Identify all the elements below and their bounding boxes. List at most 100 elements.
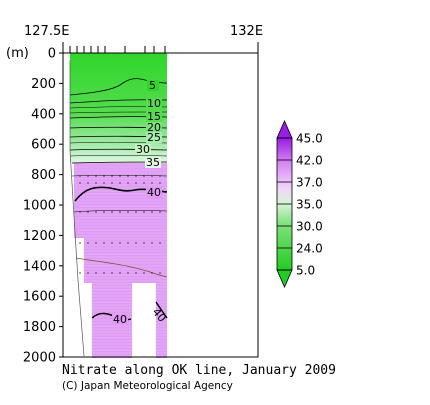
colorbar-label: 5.0 bbox=[296, 264, 315, 278]
sample-dot bbox=[151, 175, 153, 177]
colorbar-top-arrow bbox=[276, 120, 293, 139]
sample-dot bbox=[103, 272, 105, 274]
sample-dot bbox=[95, 175, 97, 177]
sample-dot bbox=[143, 182, 145, 184]
y-axis: 0 200 400 600 800 1000 1200 1400 1600 1800 2000 bbox=[23, 47, 63, 366]
contour-label-25: 25 bbox=[147, 131, 161, 144]
credit-line: (C) Japan Meteorological Agency bbox=[62, 380, 233, 392]
y-tick-label-0: 0 bbox=[48, 47, 56, 62]
sample-dot bbox=[119, 211, 121, 213]
sample-dot bbox=[143, 242, 145, 244]
contour-line-30 bbox=[69, 148, 168, 151]
sample-dot bbox=[87, 272, 89, 274]
sample-dot bbox=[135, 175, 137, 177]
sample-dot bbox=[87, 182, 89, 184]
colorbar-label: 45.0 bbox=[296, 132, 323, 146]
chart-title: Nitrate along OK line, January 2009 bbox=[62, 363, 336, 378]
sample-dot bbox=[119, 182, 121, 184]
y-tick-label-200: 200 bbox=[31, 77, 56, 92]
sample-dot bbox=[127, 211, 129, 213]
sample-dot bbox=[159, 242, 161, 244]
sample-dot bbox=[127, 272, 129, 274]
missing-data-gap bbox=[132, 283, 156, 358]
sample-dot bbox=[143, 272, 145, 274]
sample-dot bbox=[127, 175, 129, 177]
seafloor-line bbox=[69, 60, 85, 357]
sample-dot bbox=[151, 211, 153, 213]
colorbar-bottom-arrow bbox=[276, 269, 293, 288]
top-axis: 127.5E 132E bbox=[24, 24, 263, 53]
y-tick-label-1000: 1000 bbox=[23, 199, 56, 214]
contour-label-5: 5 bbox=[149, 79, 156, 92]
sample-dot bbox=[111, 182, 113, 184]
sample-dot bbox=[143, 211, 145, 213]
contour-label-15: 15 bbox=[147, 110, 161, 123]
colorbar-ticks: 45.0 42.0 37.0 35.0 30.0 24.0 5.0 bbox=[277, 132, 323, 278]
sample-dot bbox=[135, 211, 137, 213]
y-tick-label-400: 400 bbox=[31, 107, 56, 122]
sample-dot bbox=[95, 272, 97, 274]
sample-dot bbox=[143, 175, 145, 177]
contour-line-40-right bbox=[155, 301, 168, 319]
x-tick-label-132e: 132E bbox=[230, 24, 263, 39]
sample-dot bbox=[119, 242, 121, 244]
sample-dot bbox=[135, 242, 137, 244]
sample-dot bbox=[127, 182, 129, 184]
contour-label-35: 35 bbox=[146, 156, 160, 169]
sample-markers bbox=[79, 175, 161, 274]
y-tick-label-1800: 1800 bbox=[23, 320, 56, 335]
colorbar-label: 42.0 bbox=[296, 154, 323, 168]
y-tick-label-600: 600 bbox=[31, 138, 56, 153]
sample-dot bbox=[95, 242, 97, 244]
sample-dot bbox=[127, 242, 129, 244]
sample-dot bbox=[79, 175, 81, 177]
contour-label-40-deep: 40 bbox=[113, 313, 127, 326]
sample-dot bbox=[95, 182, 97, 184]
contour-label-30: 30 bbox=[136, 143, 150, 156]
sample-dot bbox=[87, 211, 89, 213]
sample-dot bbox=[79, 182, 81, 184]
sample-dot bbox=[159, 175, 161, 177]
y-tick-label-2000: 2000 bbox=[23, 351, 56, 366]
sample-dot bbox=[135, 272, 137, 274]
sample-dot bbox=[151, 182, 153, 184]
sample-dot bbox=[87, 242, 89, 244]
sample-dot bbox=[95, 211, 97, 213]
sample-dot bbox=[79, 242, 81, 244]
sample-dot bbox=[159, 272, 161, 274]
sample-dot bbox=[111, 175, 113, 177]
y-axis-unit: (m) bbox=[6, 46, 29, 61]
sample-dot bbox=[119, 272, 121, 274]
sample-dot bbox=[111, 272, 113, 274]
sample-dot bbox=[103, 175, 105, 177]
x-tick-label-127-5e: 127.5E bbox=[24, 24, 69, 39]
contour-label-40: 40 bbox=[147, 186, 161, 199]
colorbar-label: 35.0 bbox=[296, 198, 323, 212]
sample-dot bbox=[79, 272, 81, 274]
sample-dot bbox=[103, 182, 105, 184]
colorbar: 45.0 42.0 37.0 35.0 30.0 24.0 5.0 bbox=[276, 120, 323, 288]
station-ticks bbox=[62, 42, 259, 53]
sample-dot bbox=[111, 211, 113, 213]
scanlines bbox=[74, 163, 167, 357]
sample-dot bbox=[119, 175, 121, 177]
y-tick-label-800: 800 bbox=[31, 168, 56, 183]
colorbar-label: 37.0 bbox=[296, 176, 323, 190]
contour-line-42 bbox=[75, 257, 168, 278]
contour-label-20: 20 bbox=[147, 121, 161, 134]
sample-dot bbox=[151, 242, 153, 244]
sample-dot bbox=[87, 175, 89, 177]
sample-dot bbox=[103, 211, 105, 213]
y-tick-label-1200: 1200 bbox=[23, 229, 56, 244]
y-tick-label-1400: 1400 bbox=[23, 259, 56, 274]
sample-dot bbox=[103, 242, 105, 244]
sample-dot bbox=[159, 211, 161, 213]
contour-label-10: 10 bbox=[147, 97, 161, 110]
colorbar-label: 30.0 bbox=[296, 220, 323, 234]
sample-dot bbox=[159, 182, 161, 184]
sample-dot bbox=[151, 272, 153, 274]
nitrate-deep-layer bbox=[84, 238, 167, 283]
y-tick-label-1600: 1600 bbox=[23, 290, 56, 305]
sample-dot bbox=[135, 182, 137, 184]
